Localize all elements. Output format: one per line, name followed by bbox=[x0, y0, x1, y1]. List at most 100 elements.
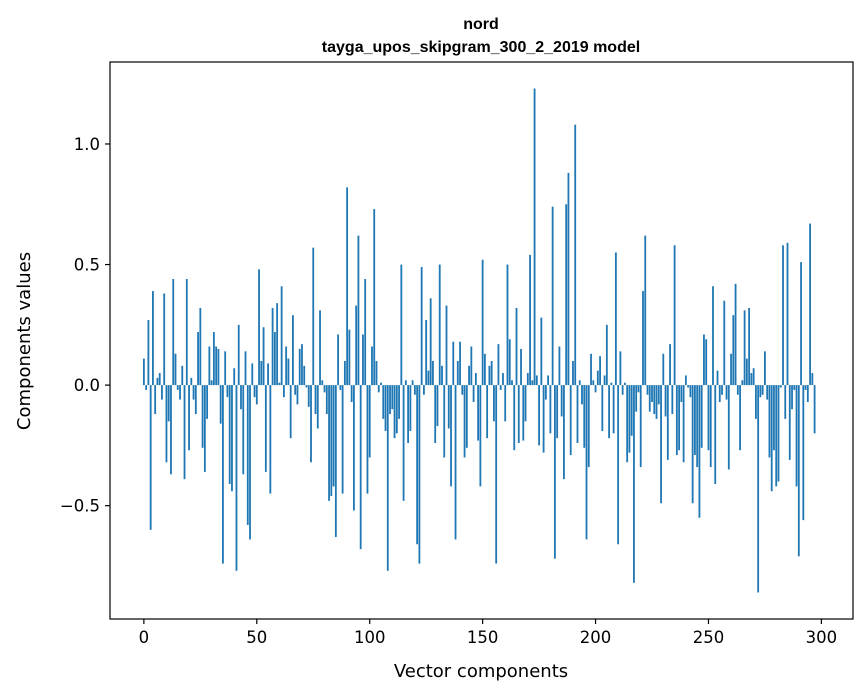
bar bbox=[673, 245, 676, 386]
bar bbox=[210, 380, 213, 386]
bar bbox=[603, 375, 606, 386]
bar bbox=[190, 377, 193, 386]
bar bbox=[167, 385, 170, 422]
bar bbox=[384, 385, 387, 431]
bar bbox=[337, 334, 339, 386]
bar bbox=[319, 310, 321, 386]
bar bbox=[294, 385, 297, 395]
bar bbox=[779, 385, 782, 388]
bar bbox=[524, 385, 527, 422]
bar bbox=[273, 332, 276, 386]
bar bbox=[416, 385, 419, 545]
bar bbox=[599, 356, 601, 386]
bar bbox=[163, 293, 166, 386]
bar bbox=[730, 353, 732, 386]
bar bbox=[777, 385, 780, 482]
bar bbox=[592, 380, 595, 386]
bar bbox=[479, 385, 482, 487]
bar bbox=[788, 385, 791, 460]
y-tick-label: 1.0 bbox=[74, 135, 100, 154]
x-tick-label: 50 bbox=[246, 628, 267, 647]
bar bbox=[556, 385, 559, 439]
bar bbox=[626, 385, 629, 463]
chart-title: nord bbox=[463, 16, 499, 33]
bar bbox=[757, 385, 760, 593]
bar bbox=[242, 385, 245, 475]
bar bbox=[671, 385, 674, 415]
bar bbox=[188, 385, 190, 451]
bar bbox=[436, 385, 439, 427]
bar bbox=[371, 346, 373, 386]
bar bbox=[761, 385, 764, 395]
bar bbox=[382, 385, 385, 419]
bar bbox=[359, 385, 362, 550]
bar bbox=[368, 385, 371, 458]
bar bbox=[398, 385, 400, 419]
bar bbox=[395, 385, 398, 434]
bar bbox=[506, 264, 509, 386]
bar bbox=[569, 385, 572, 456]
bar bbox=[727, 385, 730, 470]
bar bbox=[635, 385, 638, 412]
bar bbox=[364, 279, 367, 386]
bar bbox=[377, 385, 380, 393]
bar bbox=[147, 320, 150, 386]
bar bbox=[576, 385, 579, 443]
bar bbox=[614, 252, 617, 386]
bar bbox=[759, 385, 762, 398]
bar bbox=[752, 368, 755, 386]
bar bbox=[642, 291, 644, 386]
chart-subtitle: tayga_upos_skipgram_300_2_2019 model bbox=[322, 39, 640, 56]
bar bbox=[323, 385, 326, 393]
bar bbox=[330, 385, 333, 497]
bar bbox=[149, 385, 152, 530]
bar bbox=[183, 385, 186, 480]
bar bbox=[477, 385, 480, 441]
bar bbox=[793, 385, 796, 390]
bar bbox=[301, 344, 303, 386]
bar bbox=[174, 353, 177, 386]
bar bbox=[513, 385, 516, 451]
bar bbox=[307, 385, 310, 407]
bar bbox=[355, 305, 358, 386]
bar bbox=[768, 385, 771, 458]
bar bbox=[612, 385, 615, 434]
bar bbox=[526, 373, 529, 386]
bar bbox=[386, 385, 389, 571]
bar bbox=[165, 385, 168, 463]
bar bbox=[420, 266, 423, 386]
bar bbox=[517, 385, 520, 443]
bar bbox=[657, 385, 660, 405]
bar bbox=[192, 385, 195, 400]
bar bbox=[660, 385, 662, 504]
x-axis-label: Vector components bbox=[394, 661, 568, 682]
bar bbox=[791, 385, 793, 410]
bar bbox=[560, 385, 563, 417]
bar bbox=[682, 385, 685, 463]
bar bbox=[648, 385, 651, 412]
bar bbox=[741, 380, 744, 386]
bar bbox=[721, 385, 723, 395]
bar bbox=[734, 283, 737, 386]
bar bbox=[244, 351, 247, 386]
bar bbox=[585, 385, 588, 540]
bar bbox=[447, 385, 450, 429]
bar bbox=[653, 385, 656, 415]
bar bbox=[262, 327, 265, 386]
bar bbox=[563, 385, 565, 480]
bar bbox=[707, 385, 710, 451]
bar bbox=[718, 385, 721, 402]
bar bbox=[508, 339, 511, 386]
bar bbox=[678, 385, 681, 451]
bar bbox=[578, 380, 581, 386]
bar bbox=[553, 385, 556, 559]
bar bbox=[745, 358, 748, 386]
bar bbox=[804, 385, 807, 390]
bar bbox=[495, 385, 498, 564]
bar bbox=[343, 361, 346, 386]
bar bbox=[565, 204, 568, 386]
bar bbox=[452, 341, 455, 386]
bar bbox=[456, 361, 459, 386]
bar bbox=[423, 385, 425, 395]
bar bbox=[357, 235, 360, 386]
